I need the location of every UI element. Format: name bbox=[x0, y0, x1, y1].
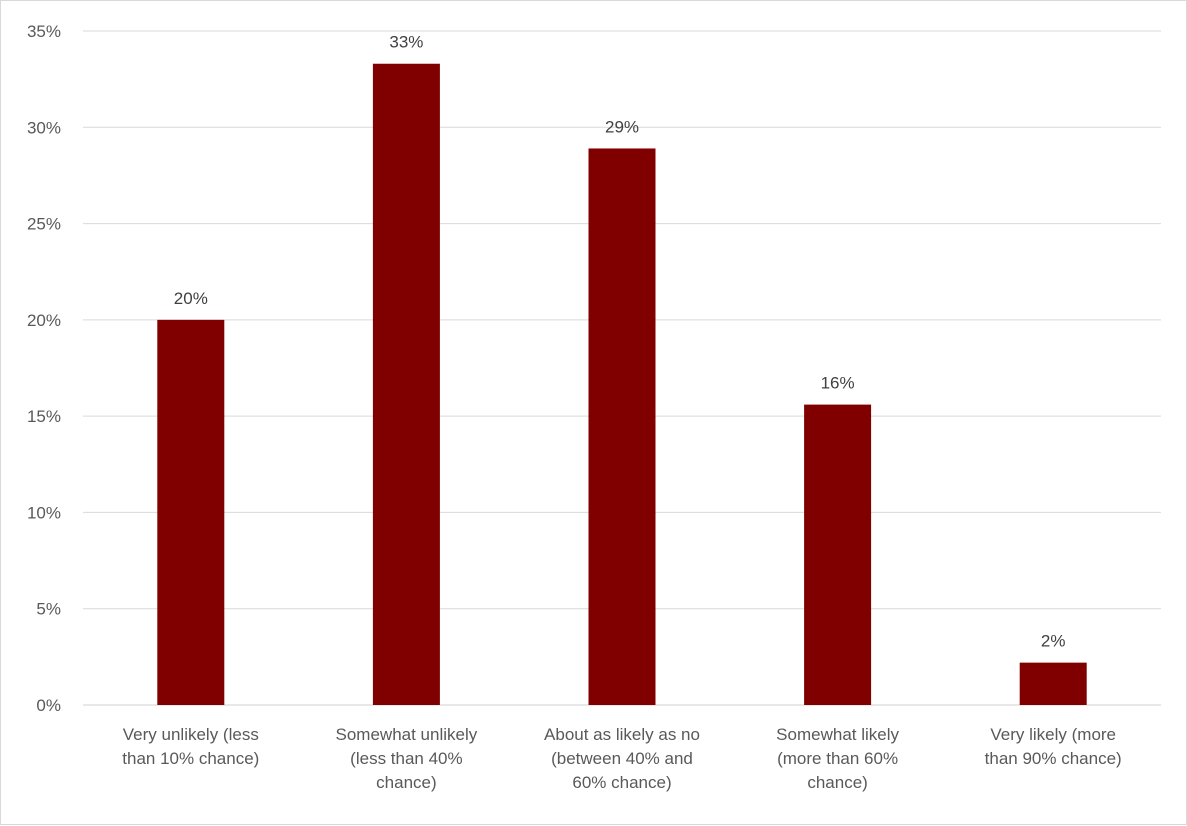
bars bbox=[157, 63, 1087, 706]
data-labels: 20% 33% 29% 16% 2% bbox=[174, 33, 1066, 651]
category-labels: Very unlikely (less than 10% chance) Somew… bbox=[122, 725, 1121, 792]
category-label: than 10% chance) bbox=[122, 749, 259, 768]
y-tick-label: 30% bbox=[27, 118, 61, 137]
y-tick-label: 0% bbox=[36, 696, 61, 715]
category-label: Very likely (more bbox=[990, 725, 1116, 744]
bar bbox=[804, 404, 872, 705]
category-label: 60% chance) bbox=[572, 773, 671, 792]
category-label: chance) bbox=[376, 773, 436, 792]
y-tick-label: 35% bbox=[27, 22, 61, 41]
data-label: 29% bbox=[605, 117, 639, 136]
category-label: Very unlikely (less bbox=[123, 725, 259, 744]
data-label: 16% bbox=[821, 374, 855, 393]
y-axis-tick-labels: 0% 5% 10% 15% 20% 25% 30% 35% bbox=[27, 22, 61, 715]
y-tick-label: 5% bbox=[36, 600, 61, 619]
bar bbox=[157, 319, 225, 705]
category-label: Somewhat unlikely bbox=[336, 725, 478, 744]
category-label: than 90% chance) bbox=[985, 749, 1122, 768]
category-label: chance) bbox=[807, 773, 867, 792]
category-label: (more than 60% bbox=[777, 749, 898, 768]
data-label: 33% bbox=[389, 33, 423, 52]
data-label: 20% bbox=[174, 289, 208, 308]
category-label: Somewhat likely bbox=[776, 725, 899, 744]
data-label: 2% bbox=[1041, 632, 1066, 651]
category-label: (between 40% and bbox=[551, 749, 693, 768]
y-tick-label: 20% bbox=[27, 311, 61, 330]
category-label: About as likely as no bbox=[544, 725, 700, 744]
bar bbox=[588, 148, 656, 705]
y-tick-label: 25% bbox=[27, 215, 61, 234]
bar bbox=[1019, 662, 1087, 705]
category-label: (less than 40% bbox=[350, 749, 462, 768]
bar bbox=[372, 63, 440, 706]
y-tick-label: 10% bbox=[27, 503, 61, 522]
y-tick-label: 15% bbox=[27, 407, 61, 426]
